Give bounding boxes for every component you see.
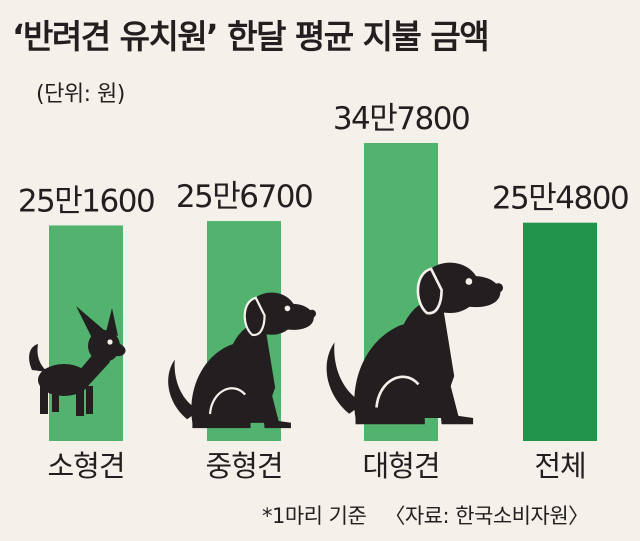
- value-label-1: 25만1600: [18, 183, 154, 219]
- small-dog-icon: [29, 306, 126, 416]
- category-label-3: 대형견: [362, 449, 439, 483]
- unit-note: (단위: 원): [36, 82, 125, 107]
- bar-4: [523, 222, 597, 441]
- large-dog-icon: [326, 262, 504, 425]
- category-label-4: 전체: [534, 449, 585, 483]
- source-credit: 〈자료: 한국소비자원〉: [384, 504, 589, 528]
- medium-dog-icon: [168, 292, 317, 429]
- value-label-4: 25만4800: [492, 181, 628, 217]
- footnote: *1마리 기준: [262, 504, 367, 528]
- category-label-1: 소형견: [47, 449, 124, 483]
- value-label-3: 34만7800: [333, 101, 469, 137]
- category-label-2: 중형견: [205, 449, 282, 483]
- chart-footer: *1마리 기준 〈자료: 한국소비자원〉: [262, 500, 589, 530]
- value-label-2: 25만6700: [176, 179, 312, 215]
- chart-title: ‘반려견 유치원’ 한달 평균 지불 금액: [12, 17, 490, 56]
